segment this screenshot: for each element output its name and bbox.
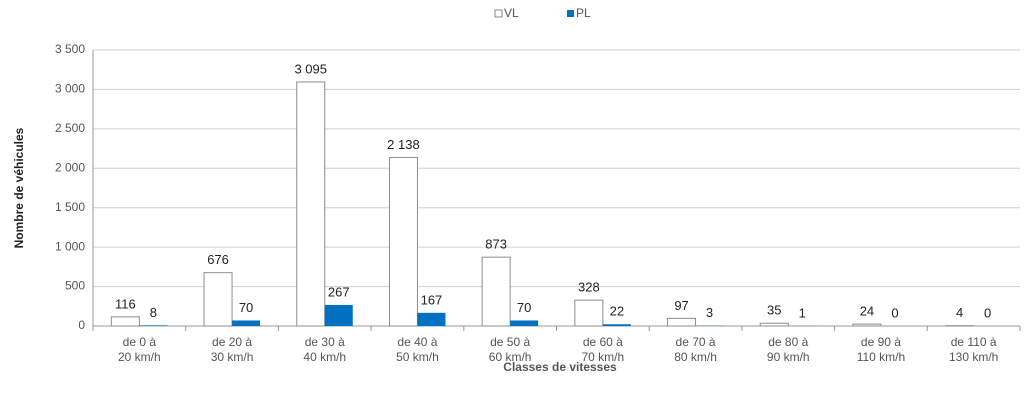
legend-label: VL <box>504 6 519 20</box>
x-tick-label: de 30 à <box>305 335 345 349</box>
x-tick-label: 90 km/h <box>767 350 810 364</box>
x-tick-label: de 60 à <box>583 335 623 349</box>
bar <box>852 323 882 327</box>
y-tick-label: 3 000 <box>55 82 85 96</box>
data-label: 70 <box>239 300 253 315</box>
data-label: 4 <box>956 305 963 320</box>
bar <box>388 156 418 327</box>
y-tick-label: 0 <box>78 318 85 332</box>
y-axis-title: Nombre de véhicules <box>12 127 26 248</box>
bar <box>667 317 697 327</box>
x-tick-label: de 70 à <box>676 335 716 349</box>
bar <box>110 316 140 327</box>
data-label: 8 <box>150 305 157 320</box>
x-tick-label: 40 km/h <box>303 350 346 364</box>
x-tick-label: de 110 à <box>951 335 997 349</box>
bar <box>232 320 261 326</box>
bar <box>139 325 168 326</box>
data-label: 24 <box>860 304 874 319</box>
x-tick-label: 80 km/h <box>674 350 717 364</box>
y-tick-label: 1 500 <box>55 200 85 214</box>
data-label: 22 <box>610 304 624 319</box>
bar <box>759 322 789 327</box>
bar <box>574 299 604 327</box>
data-label: 328 <box>578 280 600 295</box>
x-tick-label: de 80 à <box>768 335 808 349</box>
y-tick-label: 1 000 <box>55 239 85 253</box>
bar <box>481 256 511 327</box>
bar <box>602 324 631 326</box>
x-tick-label: de 20 à <box>212 335 252 349</box>
data-label: 3 095 <box>294 61 327 76</box>
legend-swatch <box>494 9 503 18</box>
y-tick-label: 2 000 <box>55 160 85 174</box>
x-tick-label: 110 km/h <box>857 350 905 364</box>
y-tick-label: 500 <box>65 279 85 293</box>
data-label: 116 <box>115 296 136 311</box>
x-tick-label: 60 km/h <box>489 350 532 364</box>
data-label: 2 138 <box>387 137 420 152</box>
data-label: 0 <box>891 305 898 320</box>
data-label: 1 <box>799 305 806 320</box>
legend-swatch <box>567 10 574 17</box>
x-axis-title: Classes de vitesses <box>503 360 617 374</box>
data-label: 267 <box>328 284 350 299</box>
x-tick-label: 30 km/h <box>211 350 254 364</box>
data-label: 70 <box>517 300 531 315</box>
y-tick-label: 3 500 <box>55 42 85 56</box>
bar <box>324 304 353 326</box>
x-tick-label: 130 km/h <box>949 350 998 364</box>
bar <box>203 272 233 327</box>
data-label: 35 <box>767 303 781 318</box>
x-tick-label: de 40 à <box>397 335 437 349</box>
y-tick-label: 2 500 <box>55 121 85 135</box>
x-tick-label: de 50 à <box>490 335 530 349</box>
x-tick-label: 20 km/h <box>118 350 161 364</box>
bar <box>510 320 539 326</box>
data-label: 0 <box>984 305 991 320</box>
x-tick-label: 50 km/h <box>396 350 439 364</box>
data-label: 873 <box>485 237 507 252</box>
x-tick-label: de 0 à <box>123 335 157 349</box>
legend-label: PL <box>576 6 591 20</box>
x-tick-label: 70 km/h <box>582 350 625 364</box>
x-tick-label: de 90 à <box>861 335 901 349</box>
bar <box>296 81 326 327</box>
bar <box>417 312 446 326</box>
data-label: 167 <box>421 292 443 307</box>
data-label: 3 <box>706 305 713 320</box>
data-label: 97 <box>674 298 688 313</box>
data-label: 676 <box>207 252 229 267</box>
